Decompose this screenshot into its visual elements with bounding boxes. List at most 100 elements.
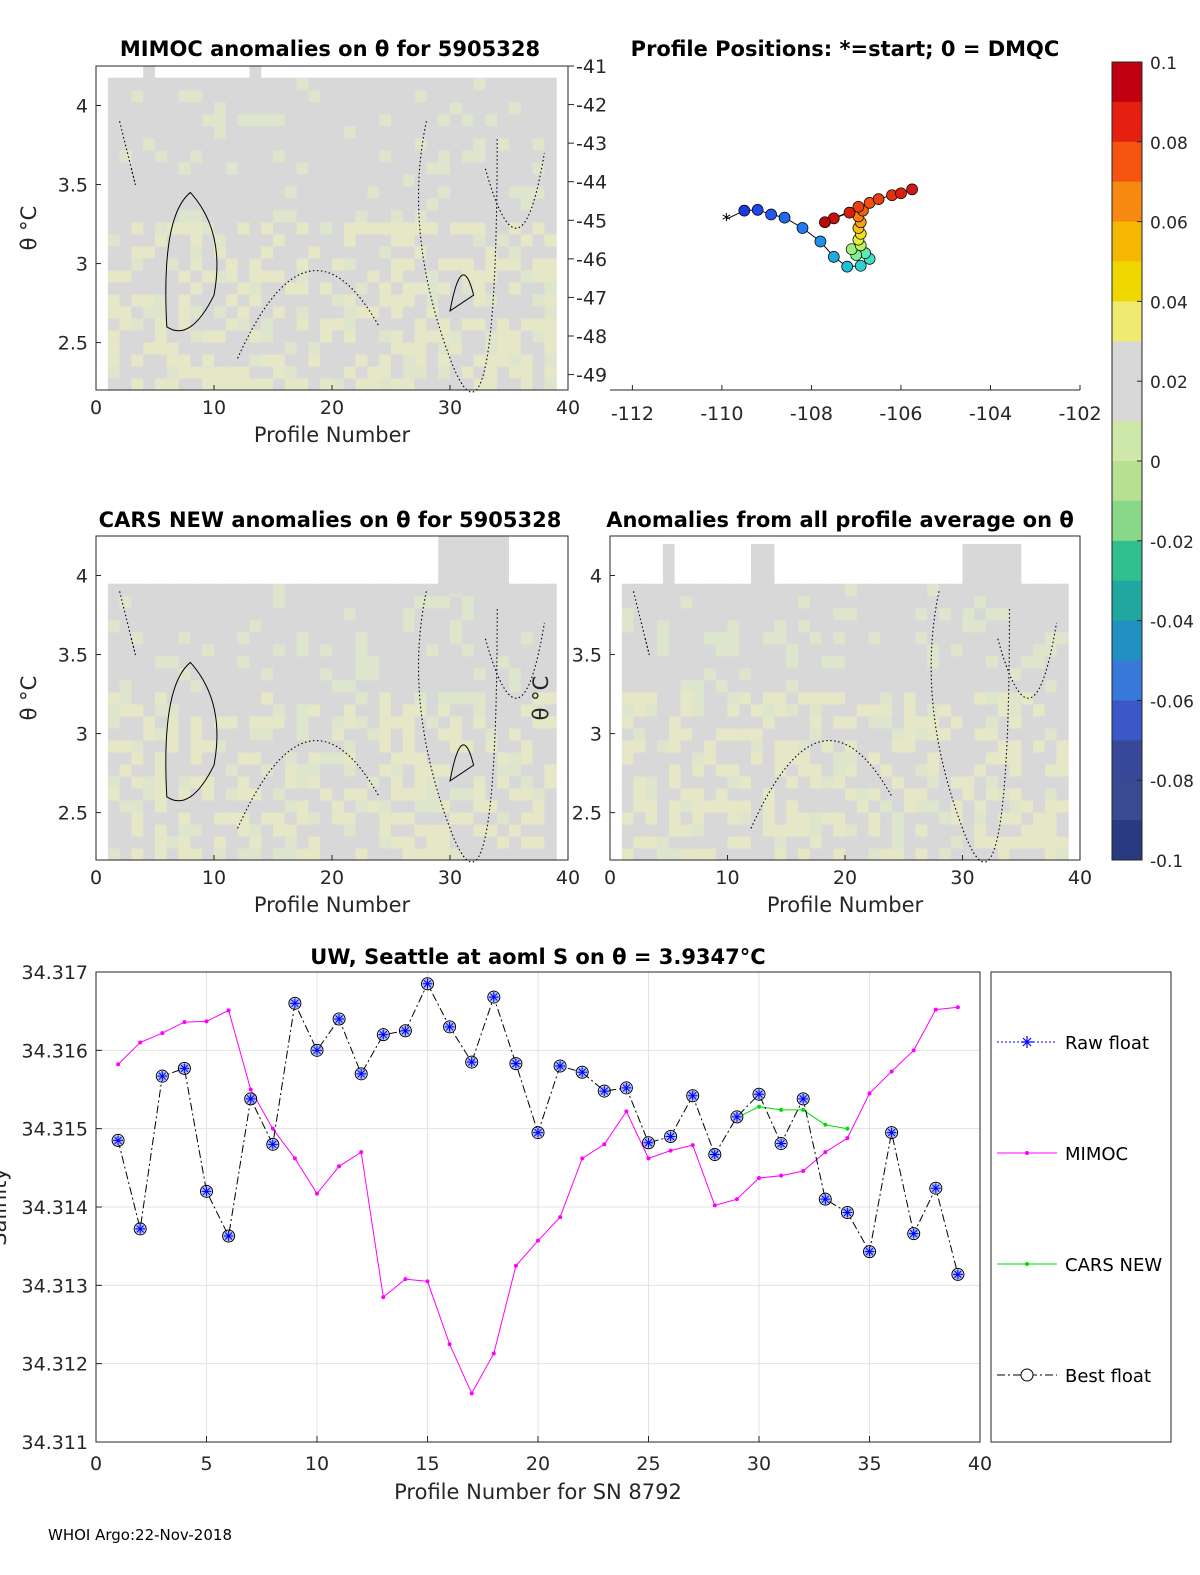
field-cell	[402, 703, 416, 717]
field-cell	[532, 149, 545, 163]
field-cell	[1033, 739, 1046, 753]
field-cell	[438, 824, 451, 837]
field-cell	[1021, 583, 1034, 597]
field-cell	[986, 631, 999, 645]
field-cell	[450, 703, 463, 717]
field-cell	[237, 221, 250, 235]
field-cell	[343, 342, 357, 355]
field-cell	[402, 149, 416, 163]
field-cell	[237, 848, 250, 861]
field-cell	[107, 655, 121, 669]
field-cell	[332, 209, 345, 223]
field-cell	[892, 836, 905, 849]
track-point	[827, 251, 840, 263]
field-cell	[739, 775, 752, 789]
field-cell	[379, 305, 392, 319]
field-cell	[202, 197, 215, 211]
field-cell	[131, 173, 144, 187]
field-cell	[107, 703, 121, 717]
field-cell	[680, 787, 693, 801]
field-cell	[520, 173, 534, 187]
field-cell	[332, 77, 345, 91]
field-cell	[739, 595, 752, 609]
field-cell	[997, 607, 1011, 621]
raw-float-point	[334, 1014, 345, 1024]
field-cell	[509, 101, 522, 115]
field-cell	[178, 595, 191, 609]
field-cell	[786, 703, 799, 717]
field-cell	[532, 125, 545, 139]
field-cell	[379, 197, 392, 211]
field-cell	[190, 330, 203, 343]
field-cell	[509, 812, 522, 825]
field-cell	[520, 691, 534, 705]
field-cell	[532, 281, 545, 295]
field-cell	[391, 836, 404, 849]
field-cell	[786, 800, 799, 813]
field-cell	[308, 330, 321, 343]
field-cell	[774, 751, 787, 765]
field-cell	[273, 607, 286, 621]
field-cell	[1056, 751, 1069, 765]
field-cell	[509, 775, 522, 789]
field-cell	[261, 763, 274, 777]
field-cell	[107, 787, 121, 801]
field-cell	[225, 775, 239, 789]
field-cell	[485, 233, 498, 247]
field-cell	[426, 317, 439, 331]
field-cell	[202, 800, 215, 813]
field-cell	[155, 245, 168, 259]
field-cell	[261, 836, 274, 849]
field-cell	[485, 800, 498, 813]
field-cell	[166, 125, 180, 139]
field-cell	[868, 800, 881, 813]
field-cell	[786, 763, 799, 777]
track-point	[854, 259, 867, 272]
field-cell	[880, 775, 893, 789]
field-cell	[414, 209, 427, 223]
field-cell	[751, 775, 764, 789]
field-cell	[202, 125, 215, 139]
field-cell	[131, 715, 144, 729]
field-cell	[249, 305, 262, 319]
field-cell	[414, 281, 427, 295]
field-cell	[715, 715, 729, 729]
field-cell	[355, 595, 368, 609]
field-cell	[751, 679, 764, 693]
field-cell	[131, 293, 144, 307]
field-cell	[880, 824, 893, 837]
map-y-tick-label: -47	[576, 287, 607, 309]
field-cell	[308, 583, 321, 597]
field-cell	[166, 763, 180, 777]
field-cell	[332, 679, 345, 693]
field-cell	[273, 342, 286, 355]
field-cell	[119, 679, 132, 693]
field-cell	[1033, 655, 1046, 669]
field-cell	[214, 257, 227, 271]
colorbar-tick-label: 0.08	[1150, 134, 1188, 154]
field-cell	[856, 739, 870, 753]
field-cell	[509, 366, 522, 379]
field-cell	[131, 233, 144, 247]
field-cell	[544, 583, 557, 597]
field-cell	[438, 293, 451, 307]
field-cell	[332, 691, 345, 705]
field-cell	[497, 763, 510, 777]
field-cell	[178, 197, 191, 211]
panel-title: Anomalies from all profile average on θ	[606, 508, 1074, 532]
field-cell	[532, 631, 545, 645]
field-cell	[131, 378, 144, 391]
field-cell	[426, 763, 439, 777]
field-cell	[809, 667, 823, 681]
field-cell	[974, 775, 987, 789]
field-cell	[273, 378, 286, 391]
field-cell	[284, 342, 298, 355]
field-cell	[249, 595, 262, 609]
field-cell	[704, 655, 717, 669]
field-cell	[821, 703, 834, 717]
best-float-point	[531, 1126, 545, 1140]
field-cell	[461, 125, 475, 139]
field-cell	[715, 824, 729, 837]
field-cell	[680, 583, 693, 597]
field-cell	[119, 848, 132, 861]
